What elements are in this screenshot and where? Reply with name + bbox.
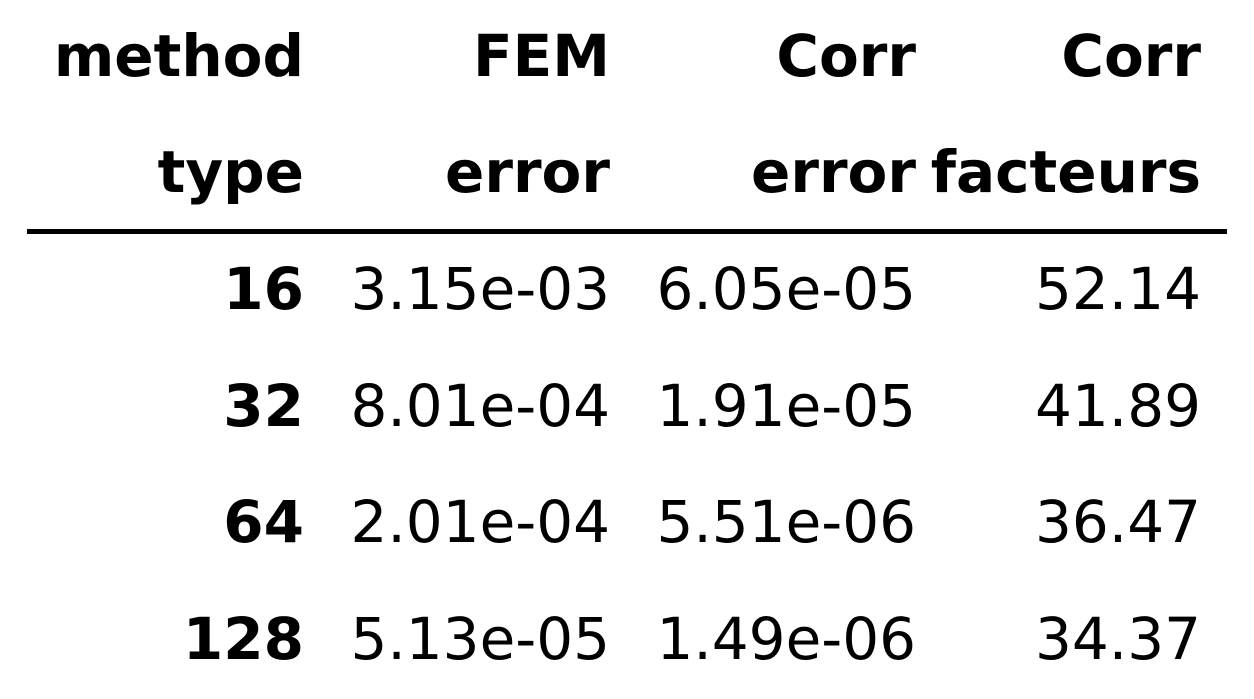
table-cell: 52.14 (1034, 255, 1201, 323)
table-cell: 5.13e-05 (350, 605, 610, 673)
table-cell: 8.01e-04 (350, 372, 610, 440)
header-corr: Corr (776, 22, 916, 90)
header-type: type (157, 138, 304, 206)
table-cell: 2.01e-04 (350, 488, 610, 556)
header-fem: FEM (473, 22, 610, 90)
row-label: 16 (223, 255, 304, 323)
header-corr-factor: Corr (1061, 22, 1201, 90)
header-facteurs: facteurs (930, 138, 1201, 206)
row-label: 128 (182, 605, 304, 673)
header-method: method (53, 22, 304, 90)
header-divider (27, 229, 1227, 234)
header-fem-error: error (445, 138, 610, 206)
table-cell: 1.49e-06 (656, 605, 916, 673)
table-cell: 1.91e-05 (656, 372, 916, 440)
table-cell: 36.47 (1034, 488, 1201, 556)
row-label: 32 (223, 372, 304, 440)
table-cell: 6.05e-05 (656, 255, 916, 323)
row-label: 64 (223, 488, 304, 556)
table-cell: 34.37 (1034, 605, 1201, 673)
table-cell: 3.15e-03 (350, 255, 610, 323)
header-corr-error: error (751, 138, 916, 206)
table-cell: 5.51e-06 (656, 488, 916, 556)
table-cell: 41.89 (1034, 372, 1201, 440)
